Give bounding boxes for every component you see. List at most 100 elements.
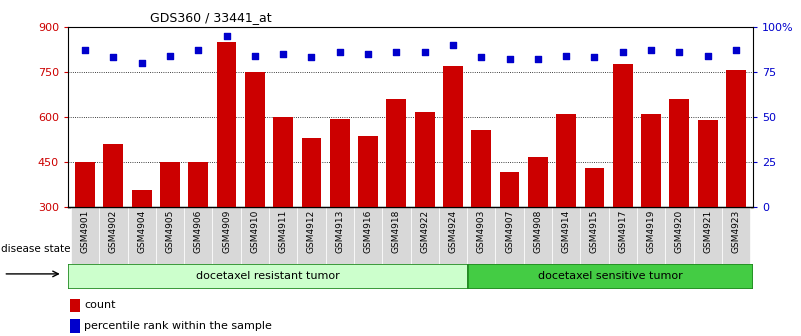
Text: docetaxel resistant tumor: docetaxel resistant tumor [196,271,340,281]
Bar [722,207,750,264]
Bar [637,207,665,264]
Text: GSM4910: GSM4910 [251,210,260,253]
Point [390,49,403,55]
Bar [269,207,297,264]
Point [531,56,544,62]
Text: GSM4916: GSM4916 [364,210,372,253]
Bar [556,114,576,207]
Text: GSM4901: GSM4901 [81,210,90,253]
Bar [665,207,694,264]
Bar [415,112,435,207]
Point [333,49,346,55]
Bar [670,99,690,207]
Bar [71,207,99,264]
Text: GSM4909: GSM4909 [222,210,231,253]
Bar [330,119,350,207]
Bar [439,207,467,264]
Bar [552,207,580,264]
Bar [70,320,80,333]
Point [277,51,290,56]
Bar [156,207,184,264]
Text: GSM4907: GSM4907 [505,210,514,253]
Bar [245,73,265,207]
Text: GSM4922: GSM4922 [421,210,429,253]
Text: GSM4906: GSM4906 [194,210,203,253]
Point [163,53,176,58]
Text: GSM4920: GSM4920 [675,210,684,253]
Bar [127,207,156,264]
Bar [273,117,293,207]
Text: GSM4921: GSM4921 [703,210,712,253]
Bar [68,264,468,289]
Bar [297,207,326,264]
Bar [131,190,151,207]
Bar [382,207,410,264]
Bar [75,162,95,207]
Bar [160,162,180,207]
Point [107,55,120,60]
Text: GSM4923: GSM4923 [731,210,740,253]
Point [475,55,488,60]
Point [248,53,261,58]
Bar [354,207,382,264]
Text: GSM4918: GSM4918 [392,210,400,253]
Text: GSM4917: GSM4917 [618,210,627,253]
Bar [471,130,491,207]
Point [362,51,375,56]
Point [701,53,714,58]
Bar [495,207,524,264]
Bar [99,207,127,264]
Text: GDS360 / 33441_at: GDS360 / 33441_at [151,11,272,24]
Bar [212,207,241,264]
Bar [443,66,463,207]
Point [78,48,91,53]
Point [560,53,573,58]
Bar [467,207,495,264]
Bar [188,162,208,207]
Bar [585,168,605,207]
Point [446,42,459,48]
Bar [184,207,212,264]
Bar [524,207,552,264]
Bar [698,120,718,207]
Text: GSM4914: GSM4914 [562,210,570,253]
Bar [410,207,439,264]
Bar [386,99,406,207]
Bar [613,64,633,207]
Text: GSM4908: GSM4908 [533,210,542,253]
Bar [694,207,722,264]
Bar [216,42,236,207]
Point [588,55,601,60]
Bar [500,172,520,207]
Text: percentile rank within the sample: percentile rank within the sample [84,321,272,331]
Text: GSM4905: GSM4905 [166,210,175,253]
Point [645,48,658,53]
Point [220,33,233,39]
Text: GSM4911: GSM4911 [279,210,288,253]
Point [673,49,686,55]
Text: GSM4902: GSM4902 [109,210,118,253]
Bar [326,207,354,264]
Text: count: count [84,300,115,310]
Point [135,60,148,66]
Bar [726,70,746,207]
Point [616,49,629,55]
Point [305,55,318,60]
Bar [358,136,378,207]
Bar [580,207,609,264]
Bar [103,144,123,207]
Text: GSM4924: GSM4924 [449,210,457,253]
Point [503,56,516,62]
Point [192,48,205,53]
Text: disease state: disease state [2,244,70,254]
Text: GSM4912: GSM4912 [307,210,316,253]
Bar [528,157,548,207]
Bar [70,299,80,312]
Text: GSM4903: GSM4903 [477,210,485,253]
Text: GSM4904: GSM4904 [137,210,146,253]
Point [730,48,743,53]
Point [418,49,431,55]
Text: docetaxel sensitive tumor: docetaxel sensitive tumor [538,271,682,281]
Bar [609,207,637,264]
Bar [301,138,321,207]
